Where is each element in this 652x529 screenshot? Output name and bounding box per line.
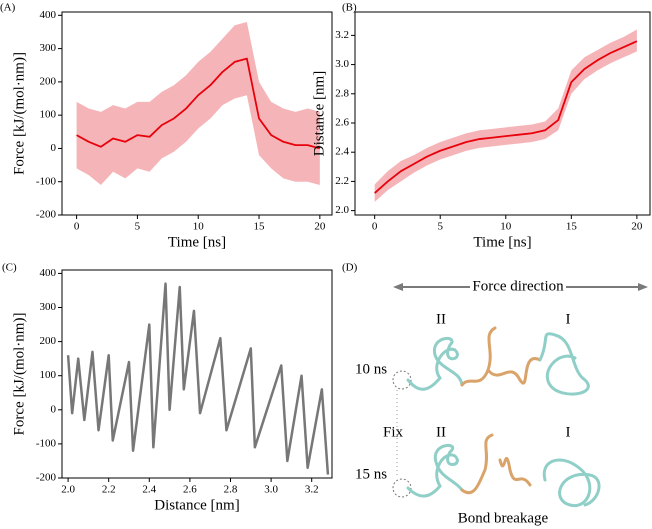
y-tick-label: 400 xyxy=(40,267,57,279)
y-tick-label: -100 xyxy=(36,437,57,449)
panel-label: (D) xyxy=(342,262,358,274)
y-tick-label: 200 xyxy=(40,335,57,347)
panel-label: (A) xyxy=(0,2,16,14)
x-tick-label: 3.0 xyxy=(264,484,278,496)
y-tick-label: -200 xyxy=(36,472,57,484)
y-tick-label: -100 xyxy=(36,175,57,187)
y-tick-label: 200 xyxy=(40,75,57,87)
y-tick-label: 300 xyxy=(40,42,57,54)
protein-15ns xyxy=(406,433,601,507)
y-tick-label: -200 xyxy=(36,209,57,221)
y-tick-label: 0 xyxy=(51,142,57,154)
plot-frame xyxy=(61,11,333,216)
y-tick-label: 2.6 xyxy=(335,117,349,129)
plot-frame xyxy=(354,11,651,216)
x-tick-label: 10 xyxy=(193,221,205,233)
y-axis-label: Distance [nm] xyxy=(311,71,327,156)
protein-10ns xyxy=(406,326,590,396)
x-tick-label: 10 xyxy=(500,221,512,233)
x-axis-label: Time [ns] xyxy=(473,234,531,250)
panel-label: (B) xyxy=(342,2,357,14)
y-tick-label: 100 xyxy=(40,369,57,381)
x-tick-label: 2.2 xyxy=(102,484,116,496)
force-arrows xyxy=(393,283,648,291)
y-tick-label: 2.4 xyxy=(335,146,349,158)
x-tick-label: 2.4 xyxy=(142,484,156,496)
x-tick-label: 0 xyxy=(74,221,80,233)
y-tick-label: 3.2 xyxy=(335,29,349,41)
y-axis-label: Force [kJ/(mol·nm)] xyxy=(11,52,27,175)
y-tick-label: 0 xyxy=(51,403,57,415)
panel-d: (D) Force direction II I 10 ns Fix II I … xyxy=(342,262,648,526)
y-tick-label: 2.0 xyxy=(335,204,349,216)
x-tick-label: 15 xyxy=(254,221,266,233)
fix-circle xyxy=(392,478,412,498)
domain-label: I xyxy=(566,311,571,327)
x-tick-label: 2.8 xyxy=(224,484,238,496)
data-line xyxy=(374,40,638,194)
panel-label: (C) xyxy=(2,262,17,274)
y-axis-label: Force [kJ/(mol·nm)] xyxy=(11,313,27,436)
time-label: 10 ns xyxy=(355,361,387,377)
plot-frame xyxy=(61,269,333,479)
y-tick-label: 2.8 xyxy=(335,87,349,99)
x-tick-label: 2.6 xyxy=(183,484,197,496)
x-tick-label: 20 xyxy=(631,221,643,233)
domain-label: II xyxy=(436,311,446,327)
band xyxy=(76,21,320,186)
x-tick-label: 3.2 xyxy=(305,484,319,496)
y-tick-label: 3.0 xyxy=(335,58,349,70)
x-tick-label: 20 xyxy=(314,221,326,233)
fix-circle xyxy=(392,370,412,390)
diagram-title: Force direction xyxy=(472,278,564,294)
caption: Bond breakage xyxy=(458,510,549,526)
x-axis-label: Distance [nm] xyxy=(154,497,239,513)
x-tick-label: 2.0 xyxy=(61,484,75,496)
x-tick-label: 0 xyxy=(372,221,378,233)
y-tick-label: 300 xyxy=(40,301,57,313)
y-tick-label: 2.2 xyxy=(335,175,349,187)
domain-label: I xyxy=(566,424,571,440)
band xyxy=(374,29,637,202)
x-tick-label: 5 xyxy=(437,221,443,233)
x-axis-label: Time [ns] xyxy=(168,234,226,250)
x-tick-label: 5 xyxy=(135,221,141,233)
domain-label: II xyxy=(436,424,446,440)
time-label: 15 ns xyxy=(355,466,387,482)
y-tick-label: 400 xyxy=(40,9,57,21)
fix-label: Fix xyxy=(383,424,404,440)
data-line xyxy=(66,282,330,475)
x-tick-label: 15 xyxy=(566,221,578,233)
data-line xyxy=(76,57,321,150)
y-tick-label: 100 xyxy=(40,109,57,121)
